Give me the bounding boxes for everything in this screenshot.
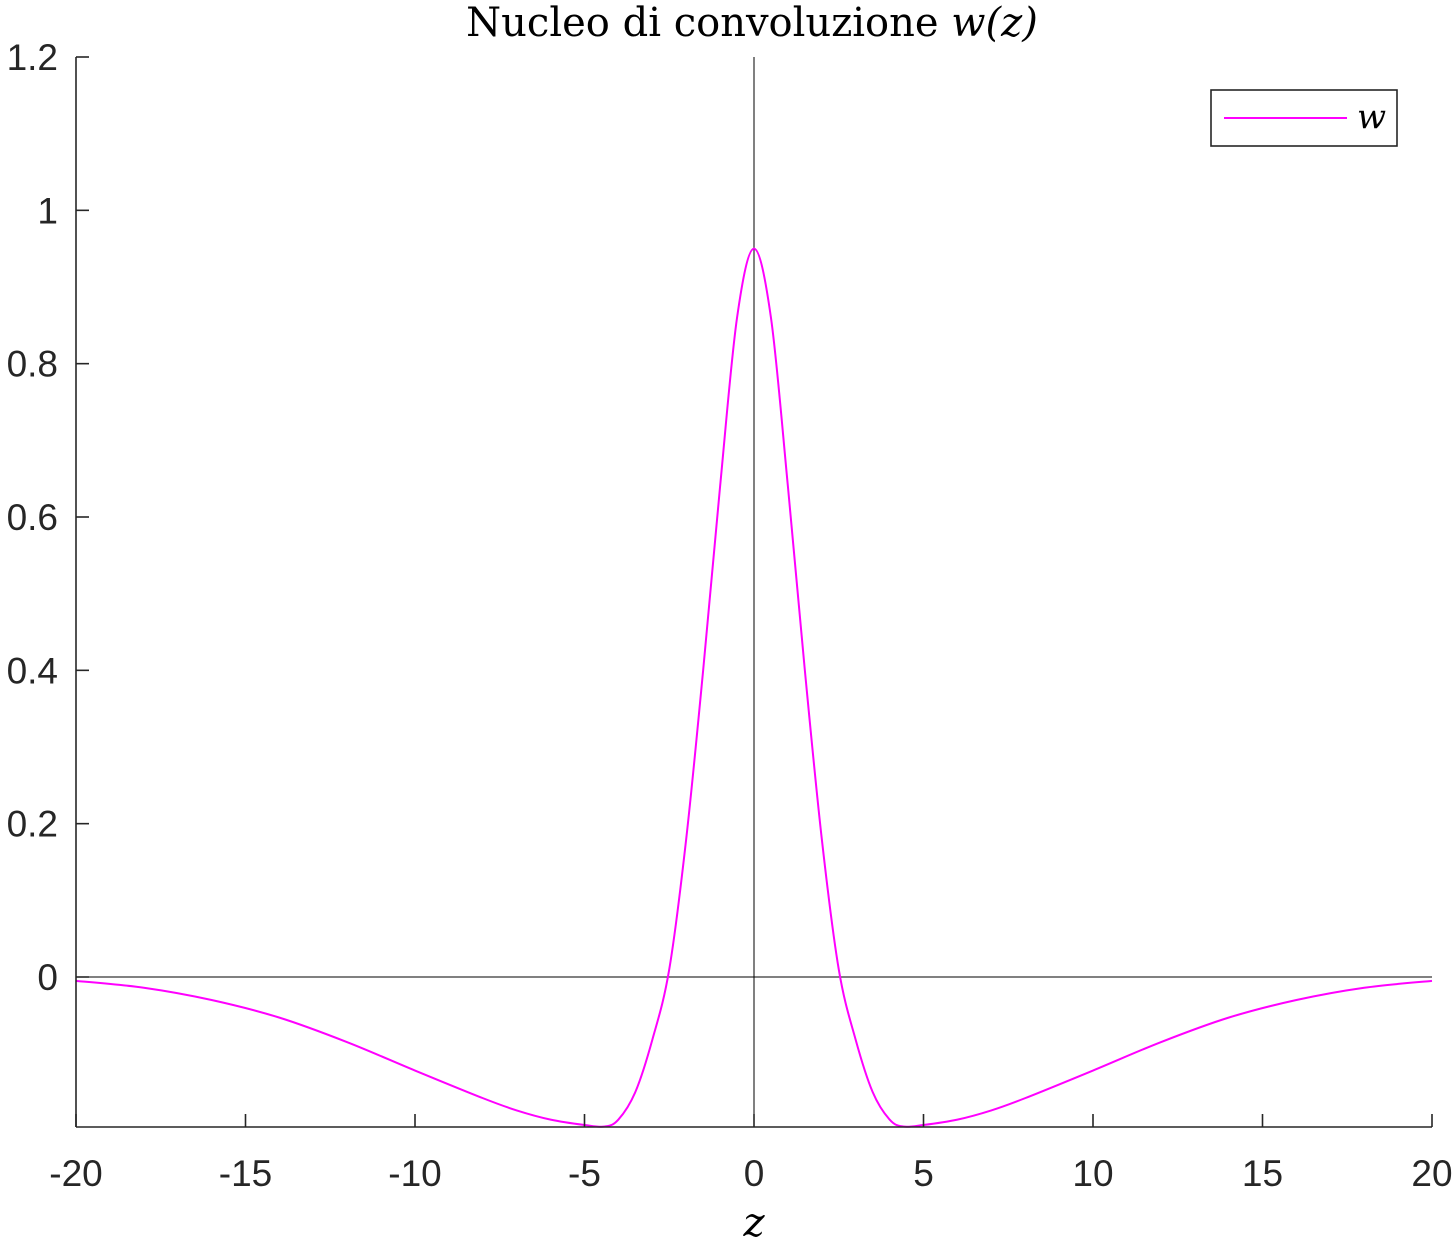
reference-lines [76,57,1432,1127]
legend: w [1210,89,1398,147]
y-tick-label: 0.4 [7,650,58,691]
y-tick-label: 0.6 [7,497,58,538]
ticks: -20 -15 -10 -5 0 5 10 15 20 0 0.2 0.4 0.6 0.8 1 1.2 [7,37,1453,1194]
x-tick-label: -20 [49,1153,102,1194]
x-tick-label: -15 [219,1153,272,1194]
series-line-w [75,247,1433,1128]
x-tick-label: 5 [913,1153,934,1194]
legend-entry-w: w [1357,97,1386,137]
chart-title: Nucleo di convoluzione w(z) [466,0,1038,46]
chart-title-text: Nucleo di convoluzione [466,0,951,46]
x-axis-label: z [742,1200,765,1242]
x-tick-label: 20 [1411,1153,1452,1194]
y-tick-label: 0.2 [7,804,58,845]
x-tick-label: 10 [1072,1153,1113,1194]
y-tick-label: 1 [37,190,58,231]
x-tick-label: -5 [568,1153,601,1194]
y-tick-label: 0 [37,957,58,998]
y-tick-label: 1.2 [7,37,58,78]
chart-title-math: w(z) [951,0,1038,46]
x-tick-label: -10 [388,1153,441,1194]
series-layer [75,247,1433,1128]
x-tick-label: 0 [744,1153,765,1194]
x-tick-label: 15 [1242,1153,1283,1194]
y-tick-label: 0.8 [7,344,58,385]
